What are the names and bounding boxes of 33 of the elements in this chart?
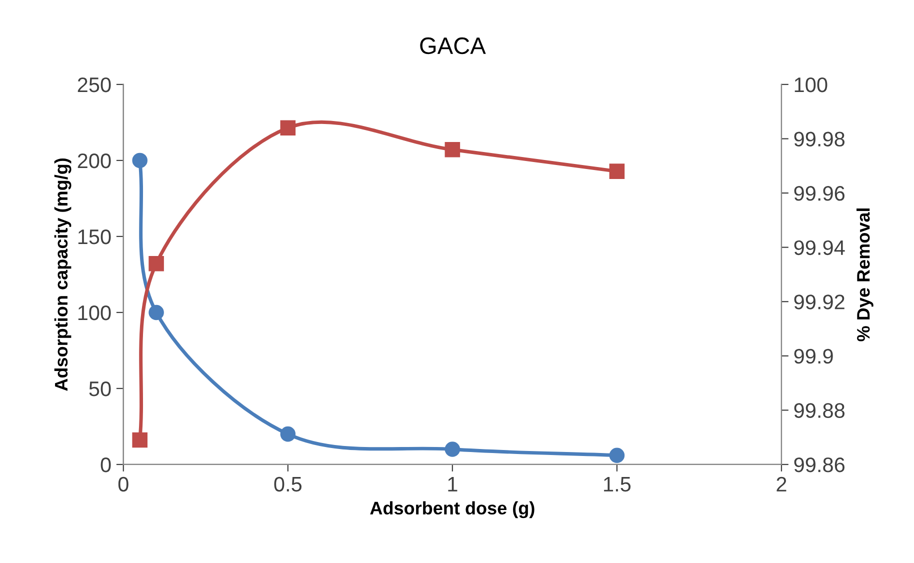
y-tick-label: 150 xyxy=(78,229,111,244)
y2-tick-label: 99.96 xyxy=(794,186,844,201)
y2-tick-label: 99.88 xyxy=(794,403,845,418)
x-tick-label: 2 xyxy=(776,476,786,492)
x-tick-label: 1 xyxy=(448,477,458,492)
chart-title: GACA xyxy=(420,37,486,54)
point xyxy=(609,164,625,179)
y2-tick-label: 99.94 xyxy=(794,240,845,256)
y-tick-label: 250 xyxy=(78,77,111,92)
y-tick-label: 100 xyxy=(78,305,111,320)
y-axis-title: Adsorption capacity (mg/g) xyxy=(54,158,72,391)
point xyxy=(132,152,148,168)
y2-tick-label: 99.9 xyxy=(794,348,833,364)
y-tick-label: 200 xyxy=(78,153,111,168)
point xyxy=(148,304,164,320)
y2-tick-label: 100 xyxy=(794,77,828,92)
x-tick-label: 0.5 xyxy=(274,476,302,492)
y2-axis-title: % Dye Removal xyxy=(856,208,874,342)
point xyxy=(280,120,296,136)
point xyxy=(280,426,296,442)
point xyxy=(444,442,460,457)
y2-tick-label: 99.98 xyxy=(794,132,845,146)
point xyxy=(148,256,164,272)
x-axis-title: Adsorbent dose (g) xyxy=(370,501,534,518)
y2-tick-label: 99.86 xyxy=(794,457,844,472)
y2-tick-label: 99.92 xyxy=(794,294,844,310)
point xyxy=(132,432,148,448)
x-tick-label: 0 xyxy=(118,476,128,492)
point xyxy=(609,448,625,463)
y-tick-label: 50 xyxy=(89,381,111,396)
y-tick-label: 0 xyxy=(100,457,111,472)
point xyxy=(444,142,460,158)
x-tick-label: 1.5 xyxy=(604,477,631,492)
